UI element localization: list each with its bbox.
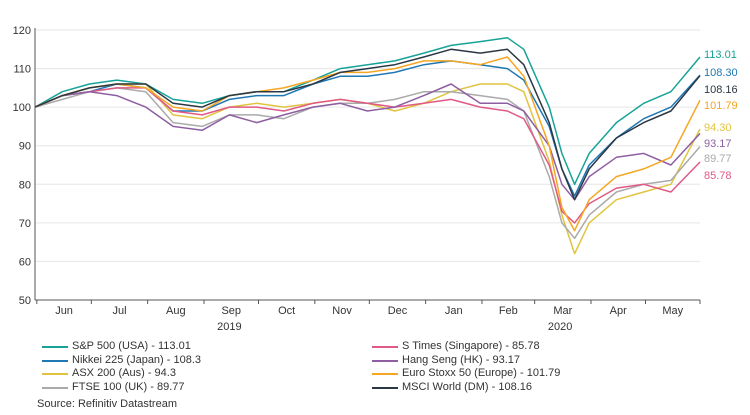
- legend-item: Nikkei 225 (Japan) - 108.3: [42, 354, 382, 368]
- y-tick-label: 60: [19, 256, 31, 268]
- legend-label: Euro Stoxx 50 (Europe) - 101.79: [402, 367, 561, 379]
- y-tick-label: 50: [19, 295, 31, 307]
- y-axis-ticks: 50 60 70 80 90 100 110 120: [13, 25, 31, 307]
- end-value-label: 113.01: [704, 49, 737, 61]
- legend-item: S&P 500 (USA) - 113.01: [42, 340, 382, 354]
- y-tick-label: 110: [13, 64, 31, 76]
- end-value-label: 94.30: [704, 122, 732, 134]
- end-value-label: 108.16: [704, 84, 738, 96]
- end-value-label: 93.17: [704, 138, 732, 150]
- y-tick-label: 80: [19, 179, 31, 191]
- legend-swatch: [372, 373, 398, 375]
- end-value-label: 85.78: [704, 170, 732, 182]
- legend-column-right: S Times (Singapore) - 85.78 Hang Seng (H…: [372, 340, 712, 394]
- y-tick-label: 100: [13, 102, 31, 114]
- series-line: [34, 87, 701, 240]
- end-value-label: 101.79: [704, 100, 738, 112]
- x-tick-label: Nov: [332, 305, 352, 317]
- x-tick-label: Feb: [499, 305, 518, 317]
- x-tick-label: Dec: [388, 305, 408, 317]
- legend-swatch: [372, 346, 398, 348]
- end-value-label: 108.30: [704, 67, 738, 79]
- x-tick-label: Aug: [166, 305, 186, 317]
- x-tick-label: Jun: [55, 305, 73, 317]
- x-year-label: 2019: [217, 321, 241, 333]
- series-line: [34, 83, 701, 201]
- x-tick-label: Jul: [112, 305, 126, 317]
- x-tick-label: Apr: [610, 305, 627, 317]
- end-value-label: 89.77: [704, 153, 732, 165]
- legend-column-left: S&P 500 (USA) - 113.01 Nikkei 225 (Japan…: [42, 340, 382, 394]
- y-tick-label: 120: [13, 25, 31, 37]
- series-line: [34, 36, 701, 186]
- legend-swatch: [372, 359, 398, 362]
- legend-label: Hang Seng (HK) - 93.17: [402, 353, 521, 366]
- legend-label: Nikkei 225 (Japan) - 108.3: [72, 353, 202, 366]
- legend-label: ASX 200 (Aus) - 94.3: [72, 367, 176, 379]
- legend-label: S&P 500 (USA) - 113.01: [72, 340, 191, 352]
- legend-swatch: [42, 373, 68, 375]
- x-tick-label: May: [662, 305, 683, 317]
- legend-label: S Times (Singapore) - 85.78: [402, 340, 540, 352]
- legend-item: S Times (Singapore) - 85.78: [372, 340, 712, 354]
- x-axis: Jun Jul Aug Sep Oct Nov Dec Jan Feb Mar Apr May 2019…: [34, 28, 701, 333]
- x-tick-label: Oct: [278, 305, 295, 317]
- series-lines: [34, 36, 701, 255]
- legend-item: FTSE 100 (UK) - 89.77: [42, 381, 382, 395]
- legend-item: Hang Seng (HK) - 93.17: [372, 354, 712, 368]
- legend: S&P 500 (USA) - 113.01 Nikkei 225 (Japan…: [42, 340, 742, 394]
- x-tick-label: Jan: [445, 305, 463, 317]
- legend-item: Euro Stoxx 50 (Europe) - 101.79: [372, 367, 712, 381]
- legend-item: ASX 200 (Aus) - 94.3: [42, 367, 382, 381]
- legend-swatch: [42, 359, 68, 362]
- series-line: [34, 60, 701, 197]
- source-note: Source: Refinitiv Datastream: [37, 398, 177, 410]
- legend-label: MSCI World (DM) - 108.16: [402, 380, 532, 393]
- series-line: [34, 48, 701, 201]
- series-line: [34, 56, 701, 232]
- legend-swatch: [372, 386, 398, 389]
- y-tick-label: 70: [19, 218, 31, 230]
- x-tick-label: Mar: [553, 305, 572, 317]
- end-labels: 113.01 108.30 108.16 101.79 94.30 93.17 89.77 8…: [704, 49, 738, 182]
- legend-label: FTSE 100 (UK) - 89.77: [72, 380, 185, 393]
- x-year-label: 2020: [548, 321, 572, 333]
- legend-swatch: [42, 346, 68, 348]
- y-tick-label: 90: [19, 141, 31, 153]
- line-chart: 50 60 70 80 90 100 110 120 Jun Jul Aug Sep Oct Nov De…: [13, 25, 738, 333]
- legend-swatch: [42, 386, 68, 389]
- legend-item: MSCI World (DM) - 108.16: [372, 381, 712, 395]
- x-tick-label: Sep: [221, 305, 241, 317]
